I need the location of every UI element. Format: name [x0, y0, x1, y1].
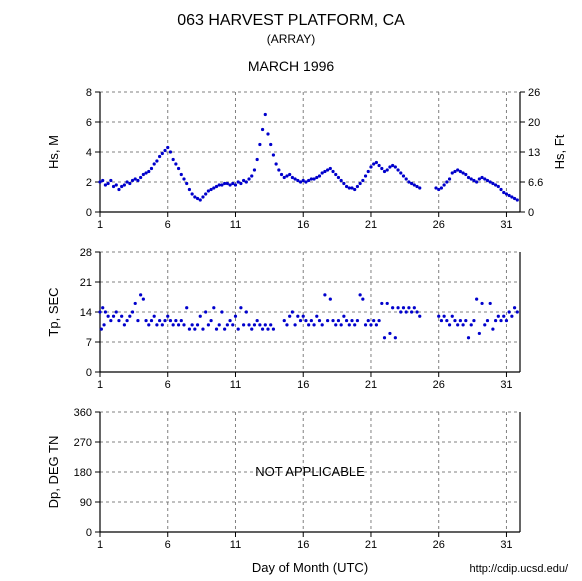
svg-text:270: 270 [74, 437, 92, 449]
svg-text:1: 1 [97, 539, 103, 551]
svg-text:31: 31 [500, 379, 512, 391]
chart-svg: 1611162126310246806.6132026Hs, MHs, Ft16… [0, 0, 582, 581]
svg-text:16: 16 [297, 219, 309, 231]
svg-text:26: 26 [433, 539, 445, 551]
svg-text:11: 11 [230, 539, 241, 551]
svg-text:Dp, DEG TN: Dp, DEG TN [46, 436, 61, 509]
svg-text:11: 11 [230, 219, 241, 231]
svg-text:26: 26 [433, 219, 445, 231]
svg-text:8: 8 [86, 87, 92, 99]
chart-container: 063 HARVEST PLATFORM, CA (ARRAY) MARCH 1… [0, 0, 582, 581]
svg-text:6: 6 [165, 219, 171, 231]
svg-text:16: 16 [297, 379, 309, 391]
svg-text:31: 31 [500, 219, 512, 231]
svg-text:6.6: 6.6 [528, 177, 543, 189]
svg-text:90: 90 [80, 497, 92, 509]
svg-text:0: 0 [86, 207, 92, 219]
svg-text:Hs, Ft: Hs, Ft [552, 134, 567, 169]
svg-text:26: 26 [433, 379, 445, 391]
svg-text:1: 1 [97, 379, 103, 391]
footer-link: http://cdip.ucsd.edu/ [470, 563, 568, 575]
svg-text:6: 6 [165, 539, 171, 551]
svg-text:31: 31 [500, 539, 512, 551]
svg-text:0: 0 [86, 527, 92, 539]
svg-text:Day of Month (UTC): Day of Month (UTC) [252, 560, 368, 575]
svg-text:21: 21 [365, 219, 377, 231]
svg-text:4: 4 [86, 147, 92, 159]
svg-text:11: 11 [230, 379, 241, 391]
svg-text:360: 360 [74, 407, 92, 419]
svg-text:20: 20 [528, 117, 540, 129]
svg-text:6: 6 [86, 117, 92, 129]
svg-text:26: 26 [528, 87, 540, 99]
svg-text:0: 0 [528, 207, 534, 219]
svg-text:21: 21 [365, 539, 377, 551]
svg-text:NOT APPLICABLE: NOT APPLICABLE [255, 464, 365, 479]
svg-text:14: 14 [80, 307, 92, 319]
svg-text:7: 7 [86, 337, 92, 349]
svg-text:0: 0 [86, 367, 92, 379]
svg-text:13: 13 [528, 147, 540, 159]
svg-text:6: 6 [165, 379, 171, 391]
svg-text:28: 28 [80, 247, 92, 259]
svg-text:Hs, M: Hs, M [46, 135, 61, 169]
svg-text:Tp, SEC: Tp, SEC [46, 287, 61, 336]
svg-text:16: 16 [297, 539, 309, 551]
svg-text:2: 2 [86, 177, 92, 189]
svg-text:21: 21 [80, 277, 92, 289]
svg-text:21: 21 [365, 379, 377, 391]
svg-text:1: 1 [97, 219, 103, 231]
svg-text:180: 180 [74, 467, 92, 479]
